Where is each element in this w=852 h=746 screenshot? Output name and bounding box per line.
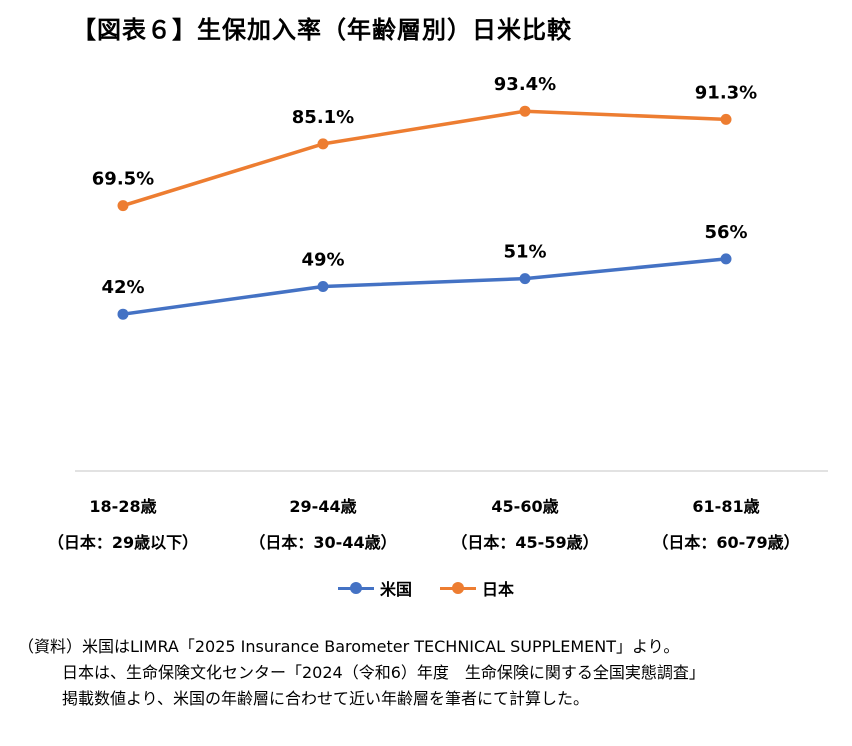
data-point: [519, 273, 531, 285]
legend-swatch: [440, 581, 476, 594]
chart-title: 【図表６】生保加入率（年齢層別）日米比較: [72, 16, 572, 44]
legend-item: 日本: [440, 576, 514, 600]
data-label: 51%: [503, 242, 546, 263]
x-axis-ticks: 18-28歳 （日本：29歳以下） 29-44歳 （日本：30-44歳） 45-60歳 （…: [48, 497, 800, 552]
data-label: 49%: [301, 250, 344, 271]
x-tick-sublabel: （日本：45-59歳）: [451, 533, 598, 552]
x-tick-label: 18-28歳: [89, 497, 156, 516]
data-point: [117, 308, 129, 320]
data-label: 93.4%: [494, 74, 556, 95]
legend: 米国 日本: [0, 576, 852, 600]
footnote: （資料）米国はLIMRA「2025 Insurance Barometer TE…: [18, 634, 838, 712]
x-tick-label: 29-44歳: [289, 497, 356, 516]
series-2: 69.5% 85.1% 93.4% 91.3%: [92, 74, 757, 212]
legend-label: 日本: [482, 580, 515, 599]
data-label: 91.3%: [695, 82, 757, 103]
data-label: 85.1%: [292, 107, 354, 128]
footnote-line: （資料）米国はLIMRA「2025 Insurance Barometer TE…: [18, 637, 680, 656]
data-point: [317, 138, 329, 150]
legend-item: 米国: [337, 576, 412, 600]
data-label: 42%: [101, 277, 144, 298]
data-point: [317, 281, 329, 292]
x-tick-sublabel: （日本：60-79歳）: [652, 533, 799, 552]
x-tick-sublabel: （日本：29歳以下）: [48, 533, 198, 552]
legend-swatch: [337, 581, 374, 594]
line-chart: 18-28歳 （日本：29歳以下） 29-44歳 （日本：30-44歳） 45-60歳 （…: [48, 74, 828, 552]
series-line: [122, 109, 727, 208]
footnote-line: 掲載数値より、米国の年齢層に合わせて近い年齢層を筆者にて計算した。: [62, 689, 590, 708]
series-layer: 42% 49% 51% 56% 69.5% 85.1% 93.4% 91.3%: [92, 74, 757, 320]
data-label: 69.5%: [92, 169, 154, 190]
series-1: 42% 49% 51% 56%: [101, 222, 748, 320]
series-line: [122, 257, 727, 316]
data-point: [117, 200, 129, 212]
legend-label: 米国: [379, 580, 412, 599]
x-tick-sublabel: （日本：30-44歳）: [249, 533, 396, 552]
data-point: [720, 253, 732, 265]
data-point: [519, 105, 531, 117]
data-point: [720, 113, 732, 125]
x-tick-label: 45-60歳: [491, 497, 558, 516]
x-tick-label: 61-81歳: [692, 497, 759, 516]
footnote-line: 日本は、生命保険文化センター「2024（令和6）年度 生命保険に関する全国実態調…: [62, 663, 705, 682]
data-label: 56%: [704, 222, 747, 243]
